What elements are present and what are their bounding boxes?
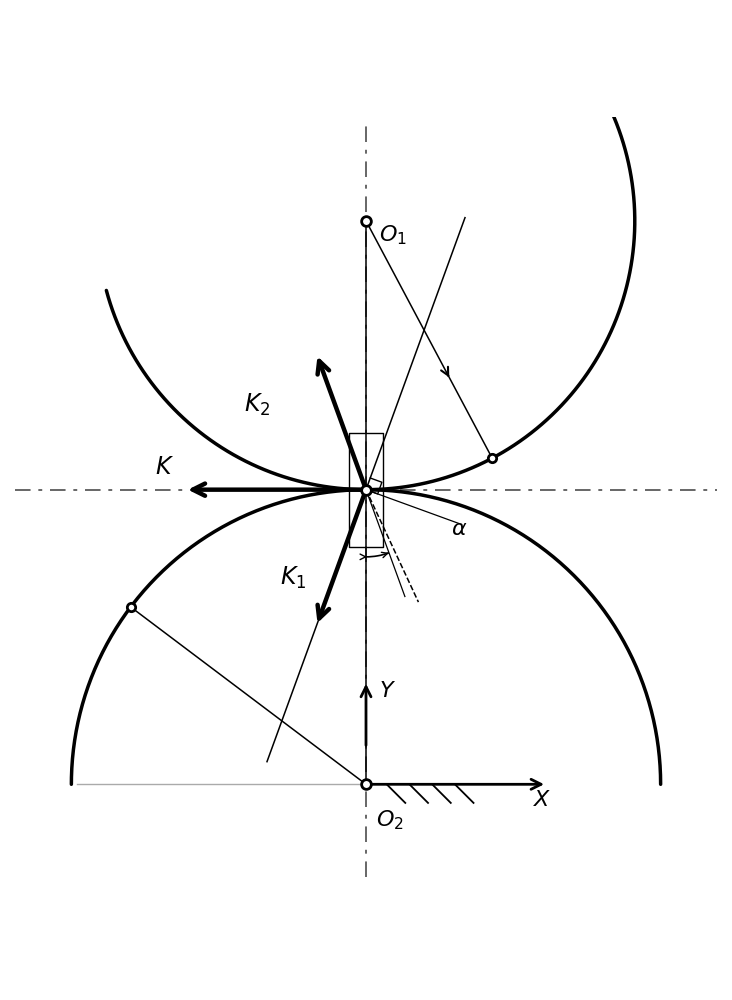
- Text: $O_2$: $O_2$: [376, 808, 404, 832]
- Text: $Y$: $Y$: [379, 680, 397, 702]
- Text: $O_1$: $O_1$: [379, 223, 407, 247]
- Text: $K_1$: $K_1$: [280, 564, 307, 591]
- Text: $K$: $K$: [155, 455, 174, 479]
- Text: $\alpha$: $\alpha$: [451, 518, 467, 540]
- Text: $X$: $X$: [534, 789, 552, 811]
- Text: $K_2$: $K_2$: [244, 392, 271, 418]
